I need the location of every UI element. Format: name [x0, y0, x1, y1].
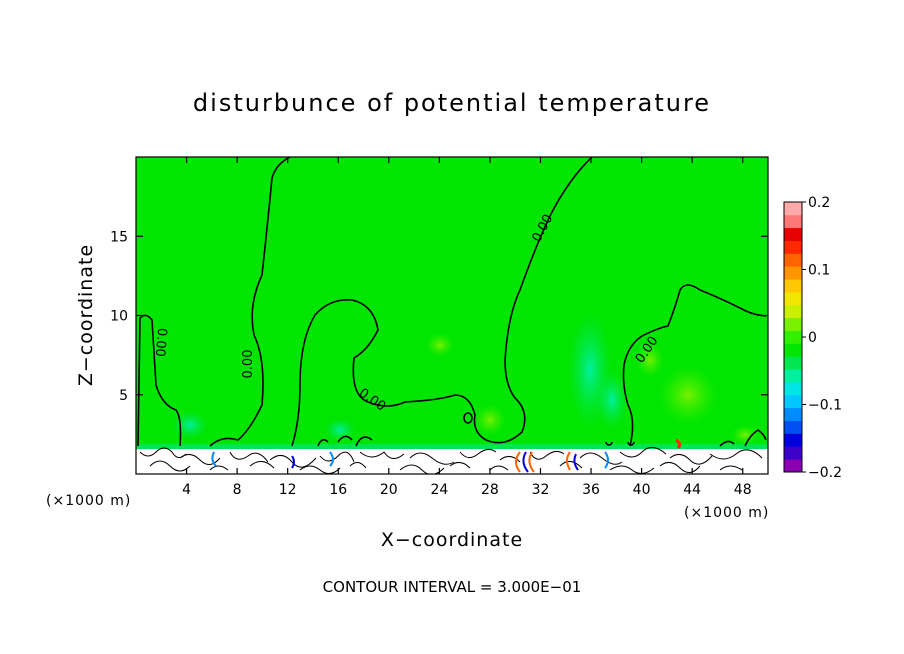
x-tick-label: 32	[532, 482, 550, 498]
x-tick-label: 40	[633, 482, 651, 498]
x-axis: 4 8 12 16 20 24 28 32 36 40 44 48	[182, 157, 752, 498]
colorbar-swatch	[784, 292, 802, 306]
contour-interval: CONTOUR INTERVAL = 3.000E−01	[323, 578, 582, 596]
colorbar-swatch	[784, 343, 802, 357]
x-tick-label: 24	[430, 482, 448, 498]
colorbar-swatch	[784, 433, 802, 447]
colorbar-tick-label: 0.1	[808, 263, 830, 279]
colorbar-swatch	[784, 214, 802, 229]
colorbar-swatch	[784, 420, 802, 434]
colorbar-swatch	[784, 304, 802, 319]
plot-area	[136, 157, 768, 474]
x-tick-label: 48	[734, 482, 752, 498]
colorbar-swatch	[784, 202, 802, 216]
field-background	[136, 157, 768, 474]
colorbar-swatch	[784, 446, 802, 460]
surface-layer	[136, 438, 768, 474]
colorbar-swatch	[784, 382, 802, 396]
colorbar: 0.2 0.1 0 −0.1 −0.2	[783, 195, 842, 481]
x-tick-label: 36	[582, 482, 600, 498]
colorbar-swatch	[784, 459, 802, 473]
contour-label: 0.00	[152, 327, 169, 357]
colorbar-swatch	[784, 279, 802, 293]
x-unit-right: (×1000 m)	[684, 505, 769, 521]
x-tick-label: 16	[329, 482, 347, 498]
field-anomalies	[172, 312, 759, 445]
y-axis-label: Z−coordinate	[75, 244, 97, 386]
colorbar-tick-label: 0	[808, 330, 817, 346]
colorbar-tick-label: −0.2	[808, 465, 842, 481]
colorbar-swatch	[784, 253, 802, 267]
y-axis: 5 10 15	[110, 229, 768, 404]
x-tick-label: 20	[380, 482, 398, 498]
y-tick-label: 5	[119, 388, 128, 404]
colorbar-swatch	[784, 369, 802, 383]
colorbar-tick-label: 0.2	[808, 195, 830, 211]
contour-lines	[137, 157, 767, 447]
x-tick-label: 12	[279, 482, 297, 498]
colorbar-swatch	[784, 394, 802, 409]
y-tick-label: 15	[110, 229, 128, 245]
y-tick-label: 10	[110, 309, 128, 325]
colorbar-tick-label: −0.1	[808, 398, 842, 414]
contour-label: 0.00	[241, 350, 256, 379]
colorbar-swatch	[784, 330, 802, 344]
x-axis-label: X−coordinate	[381, 529, 523, 551]
colorbar-swatch	[784, 356, 802, 370]
colorbar-swatch	[784, 407, 802, 421]
x-tick-label: 28	[481, 482, 499, 498]
colorbar-swatch	[784, 240, 802, 254]
colorbar-swatch	[784, 317, 802, 331]
colorbar-swatch	[784, 266, 802, 280]
x-tick-label: 44	[683, 482, 701, 498]
x-tick-label: 8	[233, 482, 242, 498]
colorbar-swatch	[784, 227, 802, 241]
x-unit-left: (×1000 m)	[46, 493, 131, 509]
chart-title: disturbunce of potential temperature	[193, 89, 711, 117]
x-tick-label: 4	[182, 482, 191, 498]
